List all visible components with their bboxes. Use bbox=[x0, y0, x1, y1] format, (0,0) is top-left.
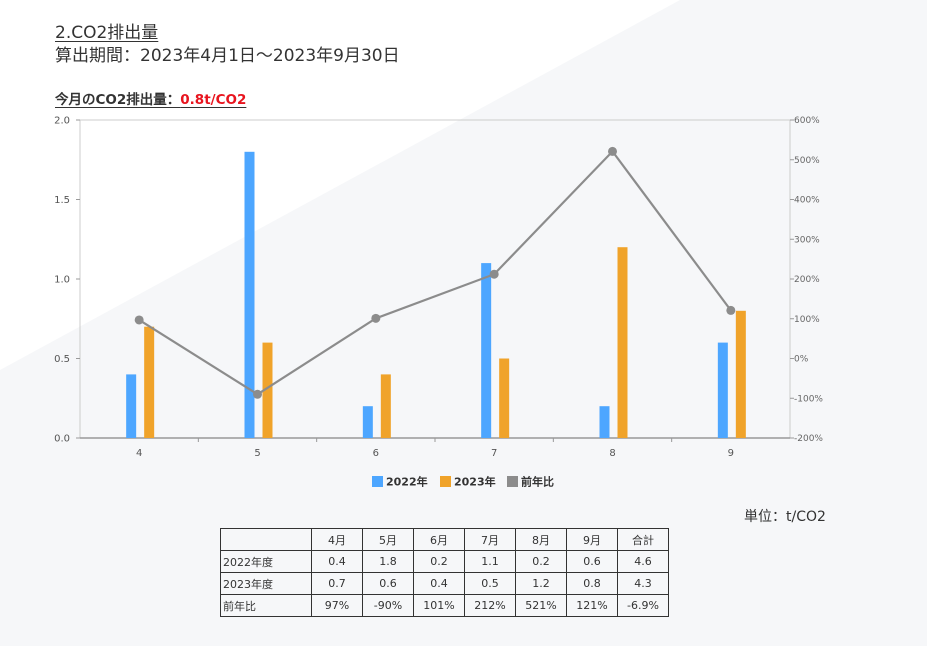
y2-tick-label: 600% bbox=[794, 116, 820, 126]
monthly-emission-value: 0.8t/CO2 bbox=[180, 92, 247, 108]
bar-2023 bbox=[735, 310, 746, 438]
table-header-cell: 4月 bbox=[311, 528, 363, 551]
bar-2022 bbox=[362, 406, 373, 438]
table-header-cell bbox=[220, 528, 312, 551]
table-row: 2023年度 0.7 0.6 0.4 0.5 1.2 0.8 4.3 bbox=[220, 572, 669, 595]
y2-tick-label: 100% bbox=[794, 315, 820, 325]
table-row: 前年比 97% -90% 101% 212% 521% 121% -6.9% bbox=[220, 594, 669, 617]
y2-tick-label: -200% bbox=[794, 434, 823, 444]
y-tick-label: 1.5 bbox=[54, 195, 70, 206]
table-cell: 0.6 bbox=[566, 550, 618, 573]
table-row-label: 2023年度 bbox=[220, 572, 312, 595]
table-cell: 212% bbox=[464, 594, 516, 617]
y2-tick-label: 400% bbox=[794, 196, 820, 206]
table-cell: 1.8 bbox=[362, 550, 414, 573]
ratio-point bbox=[726, 305, 736, 315]
y2-tick-label: 200% bbox=[794, 275, 820, 285]
table-cell: 0.5 bbox=[464, 572, 516, 595]
ratio-point bbox=[489, 269, 499, 279]
y2-tick-label: 300% bbox=[794, 235, 820, 245]
legend-swatch bbox=[372, 476, 383, 487]
table-cell: 0.2 bbox=[515, 550, 567, 573]
table-cell: 521% bbox=[515, 594, 567, 617]
table-cell: -90% bbox=[362, 594, 414, 617]
table-row: 2022年度 0.4 1.8 0.2 1.1 0.2 0.6 4.6 bbox=[220, 550, 669, 573]
y2-tick-label: -100% bbox=[794, 394, 823, 404]
legend-label: 前年比 bbox=[521, 475, 554, 489]
x-tick-label: 7 bbox=[491, 448, 497, 459]
table-header-cell: 7月 bbox=[464, 528, 516, 551]
ratio-point bbox=[134, 315, 144, 325]
table-header-row: 4月 5月 6月 7月 8月 9月 合計 bbox=[220, 528, 669, 551]
y-tick-label: 1.0 bbox=[54, 275, 70, 286]
table-cell: 0.8 bbox=[566, 572, 618, 595]
table-cell: 4.6 bbox=[617, 550, 669, 573]
bar-2023 bbox=[380, 374, 391, 438]
bar-2023 bbox=[617, 247, 628, 438]
table-header-cell: 6月 bbox=[413, 528, 465, 551]
table-cell: 0.4 bbox=[311, 550, 363, 573]
bar-2022 bbox=[599, 406, 610, 438]
table-cell: -6.9% bbox=[617, 594, 669, 617]
bar-2023 bbox=[262, 342, 273, 438]
plot-area bbox=[79, 119, 791, 439]
legend-swatch bbox=[507, 476, 518, 487]
summary-table: 4月 5月 6月 7月 8月 9月 合計 2022年度 0.4 1.8 0.2 1.1 0.2 0.6 4.… bbox=[220, 528, 669, 617]
table-cell: 101% bbox=[413, 594, 465, 617]
ratio-line bbox=[138, 149, 732, 396]
co2-chart: 0.0 0.5 1.0 1.5 2.0 -200% -100% 0% 100% 200% 300% 4… bbox=[54, 116, 823, 489]
table-cell: 97% bbox=[311, 594, 363, 617]
bar-2022 bbox=[481, 263, 492, 438]
table-cell: 0.7 bbox=[311, 572, 363, 595]
legend-swatch bbox=[440, 476, 451, 487]
y2-tick-label: 500% bbox=[794, 156, 820, 166]
ratio-point bbox=[608, 146, 617, 156]
table-header-cell: 8月 bbox=[515, 528, 567, 551]
table-cell: 4.3 bbox=[617, 572, 669, 595]
ratio-point bbox=[253, 389, 262, 399]
section-title: 2.CO2排出量 bbox=[55, 23, 159, 43]
monthly-emission: 今月のCO2排出量：0.8t/CO2 bbox=[55, 88, 246, 108]
unit-label: 単位：t/CO2 bbox=[744, 509, 826, 525]
table-cell: 0.2 bbox=[413, 550, 465, 573]
x-tick-label: 8 bbox=[609, 448, 615, 459]
y-tick-label: 2.0 bbox=[54, 116, 70, 127]
bar-2023 bbox=[144, 326, 155, 438]
table-cell: 1.2 bbox=[515, 572, 567, 595]
table-header-cell: 合計 bbox=[617, 528, 669, 551]
table-row-label: 前年比 bbox=[220, 594, 312, 617]
x-tick-label: 5 bbox=[254, 448, 260, 459]
x-tick-label: 6 bbox=[373, 448, 379, 459]
legend-label: 2023年 bbox=[454, 475, 496, 489]
legend-label: 2022年 bbox=[386, 475, 428, 489]
monthly-emission-label: 今月のCO2排出量： bbox=[55, 92, 181, 108]
y2-tick-label: 0% bbox=[794, 355, 809, 365]
y-tick-label: 0.5 bbox=[54, 354, 70, 365]
calculation-period: 算出期間：2023年4月1日～2023年9月30日 bbox=[55, 46, 400, 66]
x-tick-label: 4 bbox=[136, 448, 142, 459]
table-row-label: 2022年度 bbox=[220, 550, 312, 573]
bar-2023 bbox=[499, 358, 510, 438]
table-cell: 1.1 bbox=[464, 550, 516, 573]
table-header-cell: 5月 bbox=[362, 528, 414, 551]
bar-2022 bbox=[717, 342, 728, 438]
table-cell: 0.4 bbox=[413, 572, 465, 595]
ratio-point bbox=[371, 313, 381, 323]
table-cell: 121% bbox=[566, 594, 618, 617]
table-cell: 0.6 bbox=[362, 572, 414, 595]
y-tick-label: 0.0 bbox=[54, 434, 70, 445]
bar-2022 bbox=[126, 374, 137, 438]
table-header-cell: 9月 bbox=[566, 528, 618, 551]
x-tick-label: 9 bbox=[728, 448, 734, 459]
bar-2022 bbox=[244, 151, 255, 439]
